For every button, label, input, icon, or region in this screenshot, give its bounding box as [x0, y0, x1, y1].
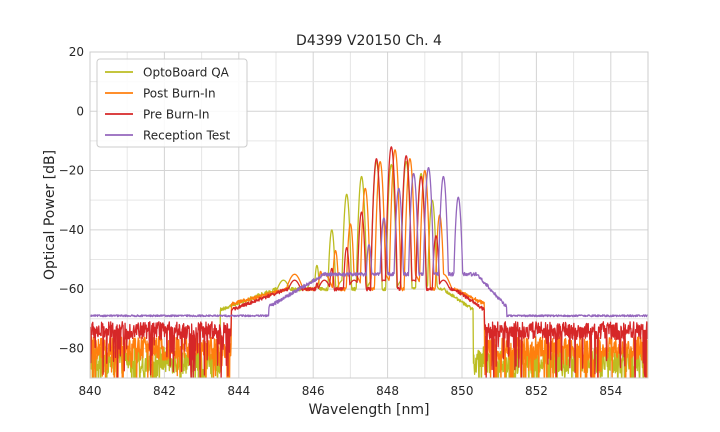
x-tick-label: 842 — [153, 384, 176, 398]
legend-frame — [96, 58, 248, 148]
x-tick-label: 848 — [376, 384, 399, 398]
chart-title: D4399 V20150 Ch. 4 — [296, 33, 442, 49]
y-tick-label: 20 — [69, 45, 84, 59]
y-tick-labels: −80 −60 −40 −20 0 20 — [59, 45, 84, 355]
legend: OptoBoard QA Post Burn-In Pre Burn-In Recep… — [96, 58, 248, 148]
y-axis-label: Optical Power [dB] — [42, 150, 58, 280]
series-line-4 — [90, 167, 648, 318]
legend-label: Post Burn-In — [143, 87, 216, 101]
x-axis-label: Wavelength [nm] — [309, 402, 430, 418]
y-tick-label: −40 — [59, 223, 84, 237]
x-tick-label: 844 — [227, 384, 250, 398]
x-tick-label: 840 — [79, 384, 102, 398]
series-line-3 — [90, 146, 648, 378]
x-tick-label: 850 — [451, 384, 474, 398]
y-tick-label: −80 — [59, 341, 84, 355]
legend-label: OptoBoard QA — [143, 66, 230, 80]
legend-label: Pre Burn-In — [143, 108, 210, 122]
y-tick-label: −20 — [59, 164, 84, 178]
y-tick-label: −60 — [59, 282, 84, 296]
x-tick-label: 852 — [525, 384, 548, 398]
plot-frame — [89, 51, 649, 379]
x-tick-label: 854 — [599, 384, 622, 398]
legend-label: Reception Test — [143, 129, 231, 143]
x-tick-labels: 840 842 844 846 848 850 852 854 — [79, 384, 623, 398]
x-tick-label: 846 — [302, 384, 325, 398]
y-tick-label: 0 — [76, 104, 84, 118]
series-layer — [90, 146, 648, 378]
series-line-2 — [90, 149, 648, 378]
